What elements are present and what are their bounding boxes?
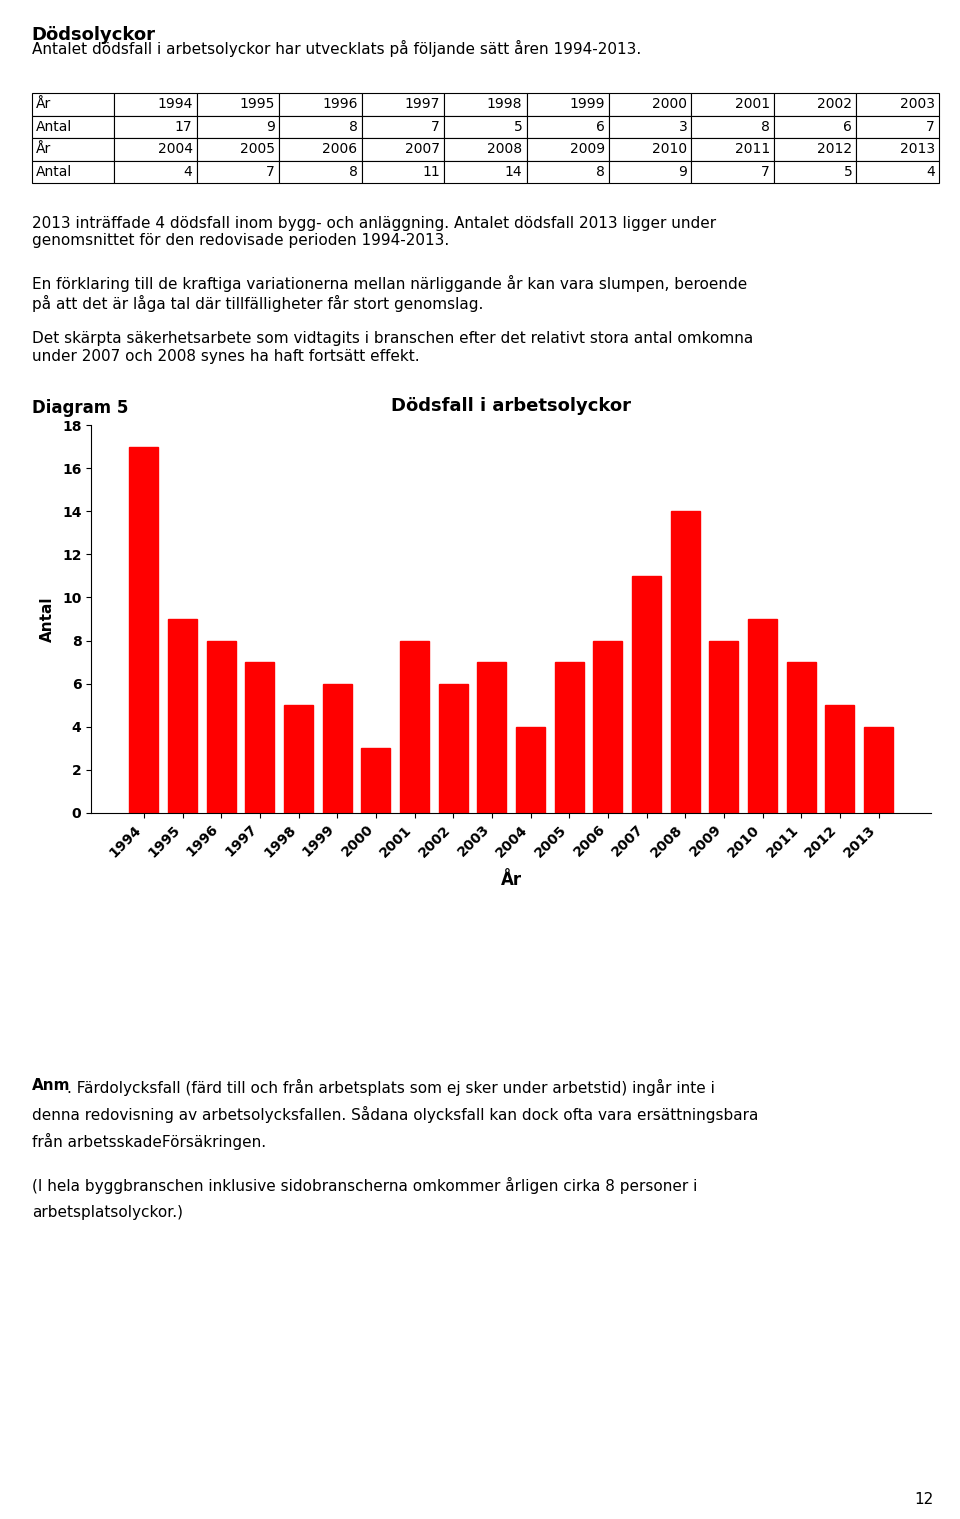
X-axis label: År: År	[500, 870, 522, 889]
Bar	[361, 749, 391, 813]
Bar	[826, 705, 854, 813]
Bar	[439, 684, 468, 813]
Bar	[246, 662, 275, 813]
Bar	[671, 512, 700, 813]
Text: Anm: Anm	[32, 1078, 70, 1094]
Y-axis label: Antal: Antal	[40, 597, 55, 641]
Title: Dödsfall i arbetsolyckor: Dödsfall i arbetsolyckor	[391, 398, 632, 415]
Bar	[709, 641, 738, 813]
Text: 12: 12	[914, 1492, 933, 1507]
Text: arbetsplatsolyckor.): arbetsplatsolyckor.)	[32, 1205, 182, 1220]
Text: Det skärpta säkerhetsarbete som vidtagits i branschen efter det relativt stora a: Det skärpta säkerhetsarbete som vidtagit…	[32, 331, 753, 363]
Bar	[284, 705, 313, 813]
Bar	[864, 726, 893, 813]
Text: . Färdolycksfall (färd till och från arbetsplats som ej sker under arbetstid) in: . Färdolycksfall (färd till och från arb…	[67, 1078, 715, 1095]
Text: denna redovisning av arbetsolycksfallen. Sådana olycksfall kan dock ofta vara er: denna redovisning av arbetsolycksfallen.…	[32, 1106, 758, 1123]
Text: Diagram 5: Diagram 5	[32, 399, 128, 418]
Bar	[168, 620, 197, 813]
Text: 2013 inträffade 4 dödsfall inom bygg- och anläggning. Antalet dödsfall 2013 ligg: 2013 inträffade 4 dödsfall inom bygg- oc…	[32, 216, 716, 248]
Bar	[400, 641, 429, 813]
Bar	[130, 447, 158, 813]
Text: (I hela byggbranschen inklusive sidobranscherna omkommer årligen cirka 8 persone: (I hela byggbranschen inklusive sidobran…	[32, 1177, 697, 1194]
Bar	[477, 662, 506, 813]
Text: En förklaring till de kraftiga variationerna mellan närliggande år kan vara slum: En förklaring till de kraftiga variation…	[32, 275, 747, 311]
Text: Antalet dödsfall i arbetsolyckor har utvecklats på följande sätt åren 1994-2013.: Antalet dödsfall i arbetsolyckor har utv…	[32, 39, 641, 56]
Bar	[206, 641, 236, 813]
Bar	[632, 576, 661, 813]
Bar	[593, 641, 622, 813]
Text: Dödsolyckor: Dödsolyckor	[32, 26, 156, 44]
Bar	[555, 662, 584, 813]
Text: från arbetsskadeFörsäkringen.: från arbetsskadeFörsäkringen.	[32, 1133, 266, 1150]
Bar	[516, 726, 545, 813]
Bar	[748, 620, 777, 813]
Bar	[786, 662, 816, 813]
Bar	[323, 684, 351, 813]
